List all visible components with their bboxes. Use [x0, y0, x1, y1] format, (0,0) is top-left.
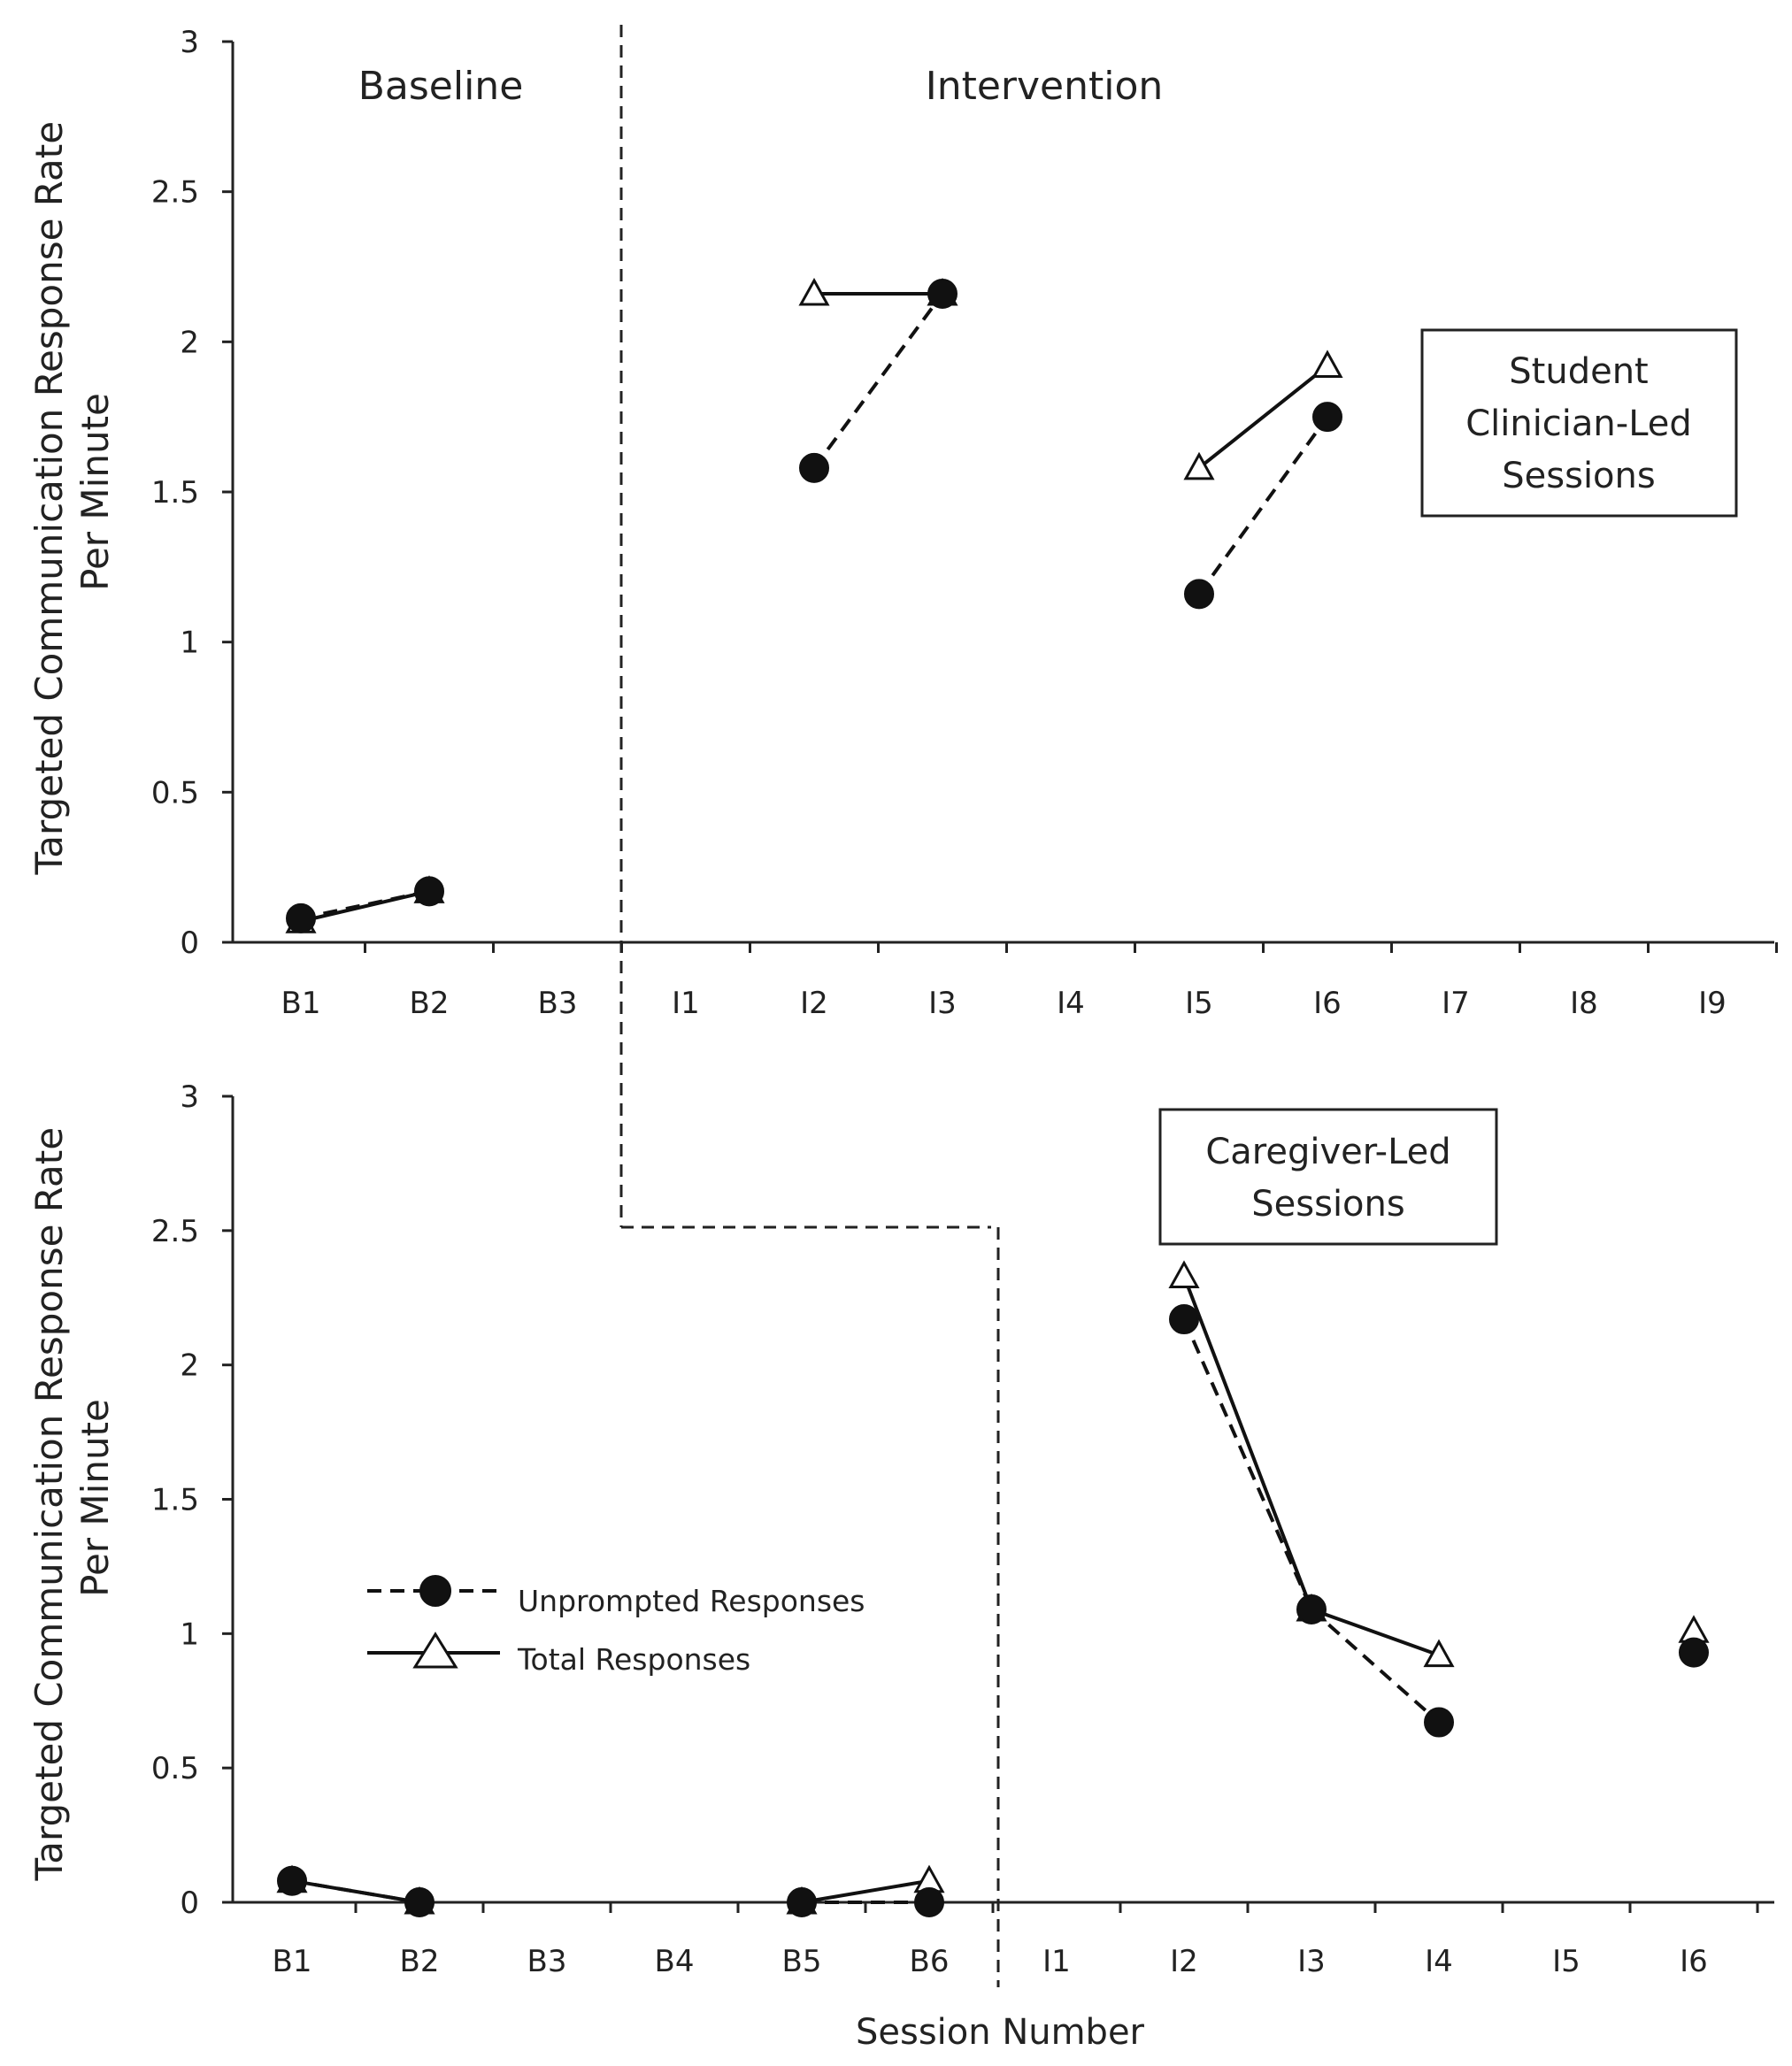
top-y-label-line2: Per Minute [73, 393, 117, 591]
student-box-line3: Sessions [1502, 456, 1655, 496]
bot-y-tick-label: 1 [180, 1617, 199, 1652]
legend-total-marker [412, 1632, 458, 1669]
legend-unprompted-label: Unprompted Responses [518, 1584, 865, 1618]
top-x-tick-label-i7: I7 [1442, 986, 1470, 1021]
bot-total-responses-point-i4 [1423, 1639, 1455, 1668]
phase-label-intervention: Intervention [926, 64, 1164, 109]
bot-unprompted-responses-point-i3 [1296, 1594, 1327, 1625]
top-x-tick-label-i1: I1 [672, 986, 700, 1021]
top-x-tick-label-i8: I8 [1570, 986, 1598, 1021]
bot-x-tick-label-b3: B3 [527, 1944, 567, 1979]
bot-x-tick-label-i1: I1 [1042, 1944, 1071, 1979]
bot-x-tick-label-i3: I3 [1297, 1944, 1326, 1979]
caregiver-box-line2: Sessions [1251, 1184, 1404, 1225]
top-x-tick-label-b3: B3 [538, 986, 578, 1021]
bot-x-tick-label-i5: I5 [1552, 1944, 1580, 1979]
bot-x-tick-label-b2: B2 [400, 1944, 440, 1979]
top-y-tick-label: 2.5 [151, 175, 199, 211]
bottom-y-ticks: 0 0.5 1 1.5 2 2.5 3 [151, 1079, 233, 1921]
top-unprompted-responses-point-i2 [799, 452, 829, 483]
bot-y-tick-label: 2.5 [151, 1214, 199, 1249]
bot-y-tick-label: 2 [180, 1348, 199, 1384]
top-unprompted-responses-point-b2 [414, 876, 444, 907]
legend-unprompted-marker [419, 1575, 451, 1607]
top-unprompted-responses-point-b1 [286, 902, 316, 933]
top-y-tick-label: 2 [180, 325, 199, 360]
bot-unprompted-responses-point-b2 [404, 1887, 435, 1917]
bot-x-tick-label-i2: I2 [1170, 1944, 1198, 1979]
bot-unprompted-responses-segment [1182, 1318, 1313, 1610]
top-x-tick-label-i9: I9 [1698, 986, 1727, 1021]
bottom-y-axis-label: Targeted Communication Response Rate Per… [27, 1116, 117, 1882]
phase-label-baseline: Baseline [358, 64, 524, 109]
top-total-responses-point-i6 [1311, 349, 1343, 378]
bot-total-responses-segment [1311, 1608, 1440, 1657]
top-y-tick-label: 0.5 [151, 775, 199, 810]
annotation-box-caregiver: Caregiver-Led Sessions [1158, 1108, 1498, 1246]
top-y-axis-label: Targeted Communication Response Rate Per… [27, 110, 117, 876]
bot-unprompted-responses-point-b5 [787, 1887, 817, 1917]
top-panel: 0 0.5 1 1.5 2 2.5 3 B1 B2 B3 I1 I2 I3 I4 I5 I6 I7 I8 I9 T… [27, 25, 1778, 1021]
bot-total-responses-segment [801, 1878, 930, 1904]
top-x-tick-label-b2: B2 [410, 986, 450, 1021]
bot-unprompted-responses-point-b6 [914, 1887, 944, 1917]
bot-x-tick-label-b6: B6 [910, 1944, 950, 1979]
student-box-line1: Student [1509, 351, 1648, 392]
bot-x-tick-label-b1: B1 [273, 1944, 312, 1979]
bot-unprompted-responses-point-b1 [277, 1865, 307, 1896]
top-x-tick-label-i3: I3 [928, 986, 957, 1021]
top-x-tick-label-i4: I4 [1057, 986, 1085, 1021]
bot-x-tick-label-i4: I4 [1425, 1944, 1453, 1979]
bottom-panel: 0 0.5 1 1.5 2 2.5 3 B1 B2 B3 B4 B5 B6 I1 I2 I3 I4 I5 I6 T… [27, 1079, 1774, 2053]
annotation-box-student: Student Clinician-Led Sessions [1420, 328, 1738, 518]
bot-total-responses-point-i2 [1168, 1260, 1200, 1288]
phase-change-line [619, 25, 1000, 1987]
top-y-tick-label: 1 [180, 626, 199, 661]
bot-x-tick-label-b4: B4 [655, 1944, 695, 1979]
bot-unprompted-responses-segment [1310, 1608, 1441, 1724]
bot-total-responses-segment [291, 1878, 420, 1904]
top-x-tick-label-i2: I2 [800, 986, 828, 1021]
legend: Unprompted Responses Total Responses [367, 1575, 865, 1677]
bottom-y-label-line1: Targeted Communication Response Rate [27, 1127, 71, 1882]
bot-unprompted-responses-point-i4 [1424, 1707, 1454, 1738]
top-total-responses-segment [300, 889, 430, 924]
legend-total-label: Total Responses [517, 1642, 750, 1677]
top-unprompted-responses-point-i5 [1184, 579, 1214, 610]
bot-total-responses-segment [1182, 1275, 1313, 1610]
top-y-tick-label: 0 [180, 925, 199, 961]
top-x-ticks: B1 B2 B3 I1 I2 I3 I4 I5 I6 I7 I8 I9 [281, 942, 1778, 1021]
caregiver-box-line1: Caregiver-Led [1205, 1132, 1450, 1172]
top-plot-area [285, 277, 1343, 933]
top-total-responses-point-i2 [798, 277, 830, 306]
bot-y-tick-label: 0.5 [151, 1751, 199, 1786]
bottom-y-label-line2: Per Minute [73, 1399, 117, 1597]
x-axis-title: Session Number [856, 2012, 1145, 2053]
bot-y-tick-label: 1.5 [151, 1483, 199, 1518]
student-box-line2: Clinician-Led [1465, 403, 1692, 444]
top-total-responses-point-i5 [1183, 451, 1215, 480]
bottom-x-ticks: B1 B2 B3 B4 B5 B6 I1 I2 I3 I4 I5 I6 [273, 1902, 1759, 1979]
top-x-tick-label-i5: I5 [1185, 986, 1213, 1021]
top-y-tick-label: 3 [180, 25, 199, 60]
top-y-tick-label: 1.5 [151, 475, 199, 511]
top-y-ticks: 0 0.5 1 1.5 2 2.5 3 [151, 25, 233, 961]
top-y-label-line1: Targeted Communication Response Rate [27, 121, 71, 876]
top-unprompted-responses-segment [1197, 415, 1329, 595]
top-x-tick-label-i6: I6 [1313, 986, 1342, 1021]
bot-x-tick-label-b5: B5 [782, 1944, 822, 1979]
top-x-tick-label-b1: B1 [281, 986, 321, 1021]
top-total-responses-segment [1197, 364, 1329, 470]
bottom-plot-area [276, 1260, 1710, 1917]
bot-y-tick-label: 3 [180, 1079, 199, 1115]
top-unprompted-responses-point-i3 [927, 279, 958, 310]
bot-y-tick-label: 0 [180, 1886, 199, 1921]
bot-unprompted-responses-point-i2 [1169, 1304, 1199, 1335]
top-unprompted-responses-segment [812, 292, 944, 470]
bot-x-tick-label-i6: I6 [1680, 1944, 1708, 1979]
bot-unprompted-responses-point-i6 [1679, 1637, 1709, 1668]
top-unprompted-responses-point-i6 [1312, 402, 1342, 433]
